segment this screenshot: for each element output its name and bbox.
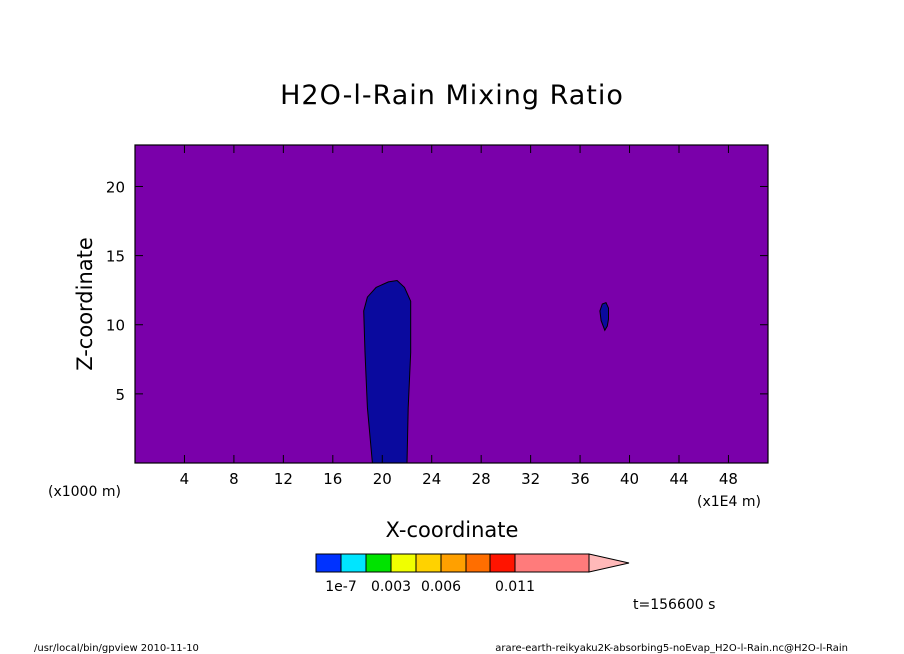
footer-left: /usr/local/bin/gpview 2010-11-10 [34,643,199,654]
x-axis-label: X-coordinate [386,518,519,542]
x-tick-label: 32 [521,470,540,488]
plot-area [135,145,768,463]
colorbar-label: 0.006 [421,579,461,595]
colorbar-swatch [365,553,392,573]
chart-title: H2O-l-Rain Mixing Ratio [280,80,624,111]
contour-region-2 [599,301,609,332]
x-axis-units: (x1E4 m) [697,494,761,510]
x-tick-label: 8 [229,470,239,488]
plot-frame [134,144,769,464]
y-tick-label: 15 [106,248,125,266]
footer-right: arare-earth-reikyaku2K-absorbing5-noEvap… [495,643,848,654]
colorbar-swatch [340,553,367,573]
colorbar-swatch [390,553,417,573]
time-label: t=156600 s [633,597,715,613]
x-tick-label: 48 [719,470,738,488]
colorbar-swatch [415,553,442,573]
y-tick-label: 5 [115,386,125,404]
colorbar-swatch [440,553,467,573]
y-tick-label: 10 [106,317,125,335]
colorbar-arrow [588,553,630,573]
colorbar-label: 0.003 [371,579,411,595]
y-tick-label: 20 [106,178,125,196]
colorbar: 1e-7 0.003 0.006 0.011 [315,553,630,595]
x-axis-ticks: 4 8 12 16 20 24 28 32 36 40 44 48 [180,145,738,488]
colorbar-label: 1e-7 [325,579,356,595]
y-axis-label: Z-coordinate [73,237,97,371]
x-tick-label: 20 [373,470,392,488]
x-tick-label: 28 [472,470,491,488]
x-tick-label: 40 [620,470,639,488]
x-tick-label: 44 [669,470,688,488]
x-tick-label: 16 [323,470,342,488]
x-tick-label: 24 [422,470,441,488]
colorbar-swatch [315,553,342,573]
x-tick-label: 36 [571,470,590,488]
colorbar-swatch [465,553,491,573]
y-axis-units: (x1000 m) [48,484,121,500]
x-tick-label: 4 [180,470,190,488]
x-tick-label: 12 [274,470,293,488]
colorbar-label: 0.011 [495,579,535,595]
contour-region-1 [363,279,412,464]
y-axis-ticks: 5 10 15 20 [106,178,768,404]
colorbar-swatch [514,553,590,573]
contour-regions [363,279,609,464]
colorbar-swatch [489,553,516,573]
